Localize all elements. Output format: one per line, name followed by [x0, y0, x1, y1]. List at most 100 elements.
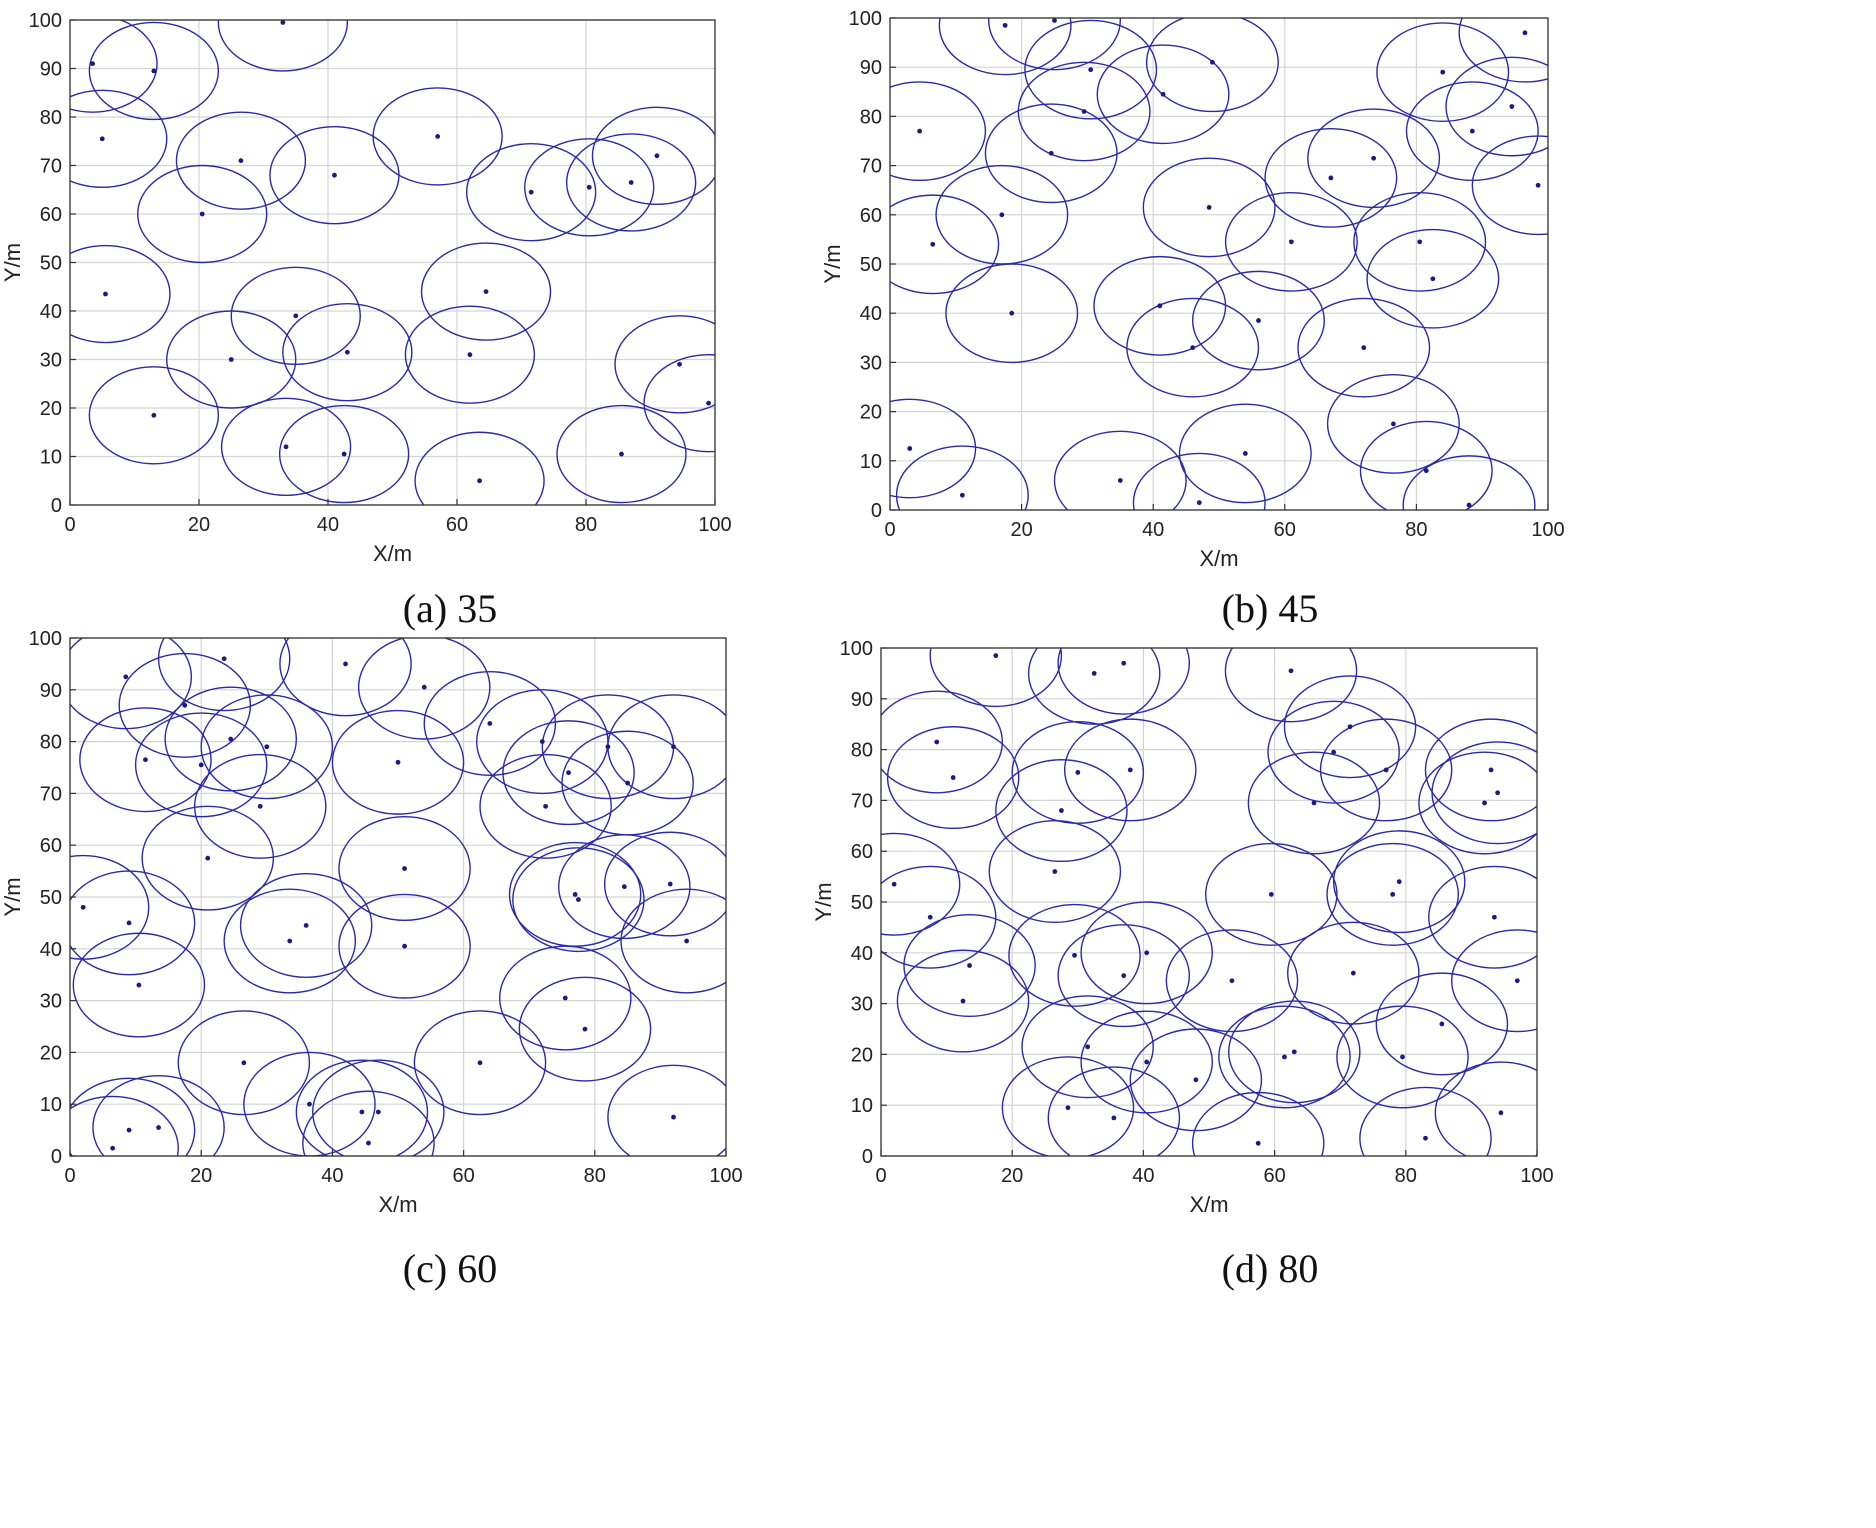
sensing-circle: [565, 133, 697, 232]
sensing-circle: [1191, 1091, 1325, 1156]
sensor-point: [1311, 800, 1317, 806]
sensing-circle: [157, 638, 291, 712]
sensing-circle: [1126, 297, 1260, 398]
sensor-point: [950, 775, 956, 780]
sensing-circle: [512, 847, 645, 953]
sensor-point: [1196, 500, 1202, 506]
caption-c-label: (c): [402, 1246, 448, 1291]
sensor-point: [1075, 770, 1081, 775]
sensor-point: [1390, 421, 1396, 427]
sensing-circle: [1063, 718, 1197, 822]
sensor-point: [1081, 109, 1087, 114]
sensing-circle: [1319, 718, 1453, 822]
sensor-point: [1121, 973, 1127, 979]
y-tick-label: 80: [851, 740, 873, 762]
sensor-point: [151, 68, 157, 74]
x-tick-label: 40: [317, 514, 339, 536]
sensor-point: [198, 762, 204, 768]
sensor-point: [421, 684, 427, 690]
sensor-point: [1009, 310, 1015, 316]
sensor-point: [1059, 808, 1064, 813]
y-tick-label: 90: [851, 689, 873, 711]
sensing-circle: [1428, 865, 1537, 969]
y-tick-label: 10: [860, 451, 882, 473]
sensing-circle: [177, 1010, 311, 1116]
sensor-point: [706, 400, 711, 406]
sensing-circle: [1165, 929, 1299, 1033]
sensor-point: [1495, 790, 1501, 796]
sensing-circle: [1451, 929, 1537, 1033]
sensor-point: [586, 184, 592, 190]
sensor-point: [654, 153, 660, 159]
sensing-circle: [1359, 420, 1493, 510]
sensing-circle: [498, 945, 632, 1051]
y-tick-label: 90: [860, 57, 882, 79]
sensor-point: [671, 1114, 676, 1120]
sensing-circle: [1227, 1000, 1361, 1104]
sensing-circle: [175, 111, 307, 210]
y-axis-label: Y/m: [0, 243, 25, 282]
sensing-circle: [1458, 18, 1548, 83]
sensing-circle: [1129, 1028, 1263, 1132]
sensor-point: [930, 241, 936, 247]
sensor-point: [621, 884, 627, 890]
sensor-point: [1282, 1054, 1287, 1060]
sensor-point: [123, 674, 129, 680]
y-tick-label: 90: [40, 59, 62, 81]
sensing-circle: [881, 690, 1004, 794]
sensing-circle: [1332, 830, 1466, 934]
sensing-circle: [338, 816, 471, 922]
sensor-point: [238, 158, 244, 164]
grid-lines: [880, 647, 1538, 1157]
sensing-circle: [1001, 1056, 1135, 1156]
y-tick-label: 10: [851, 1095, 873, 1117]
sensor-point: [619, 451, 624, 457]
sensor-point: [1121, 660, 1127, 666]
sensor-point: [1400, 1054, 1405, 1060]
sensing-circle: [1008, 903, 1141, 1007]
sensing-circle: [118, 652, 252, 758]
sensing-circle: [1024, 19, 1158, 120]
caption-d: (d) 80: [1180, 1245, 1360, 1292]
sensor-point: [1469, 128, 1475, 134]
sensor-point: [332, 172, 337, 178]
sensing-circle: [1205, 842, 1338, 946]
sensing-circle: [193, 753, 327, 859]
caption-c-value: 60: [457, 1246, 498, 1291]
y-tick-label: 60: [860, 205, 882, 227]
sensing-circle: [1353, 191, 1487, 292]
sensor-point: [1390, 891, 1396, 897]
sensing-circle: [372, 87, 503, 186]
y-tick-label: 70: [851, 790, 873, 812]
sensing-circle: [1297, 297, 1431, 398]
sensing-circle: [556, 404, 687, 504]
chart-svg-3: 0 20 40 60 80 100 0 10 20 30 40 50 60 70 80 90 100 X/m Y/m: [811, 638, 1554, 1217]
sensor-point: [402, 943, 407, 949]
sensing-circle: [413, 1010, 547, 1116]
sensing-circle: [70, 89, 168, 189]
sensing-circle: [70, 1077, 196, 1156]
caption-c: (c) 60: [360, 1245, 540, 1292]
sensor-point: [671, 744, 676, 750]
sensing-circle: [591, 106, 715, 205]
sensing-circle: [643, 353, 715, 453]
chart-svg-0: 0 20 40 60 80 100 0 10 20 30 40 50 60 70 80 90 100 X/m Y/m: [0, 10, 732, 566]
y-tick-label: 50: [40, 253, 62, 275]
sensor-point: [103, 291, 108, 297]
sensing-circle: [1017, 61, 1151, 162]
sensor-point: [1111, 1115, 1117, 1121]
y-tick-label: 60: [40, 204, 62, 226]
panel-a-chart: 0 20 40 60 80 100 0 10 20 30 40 50 60 70 80 90 100 X/m Y/m: [0, 0, 900, 580]
y-tick-label: 70: [40, 783, 62, 805]
sensing-circle: [414, 431, 545, 505]
sensing-circle: [890, 398, 977, 499]
sensing-circle: [479, 753, 612, 859]
sensing-circle: [620, 888, 726, 994]
sensing-circle: [1366, 228, 1500, 329]
sensor-point: [303, 923, 309, 928]
sensor-point: [344, 349, 350, 355]
y-tick-label: 100: [840, 638, 873, 660]
x-tick-label: 60: [446, 514, 468, 536]
caption-a: (a) 35: [360, 585, 540, 632]
sensor-point: [1072, 952, 1077, 958]
